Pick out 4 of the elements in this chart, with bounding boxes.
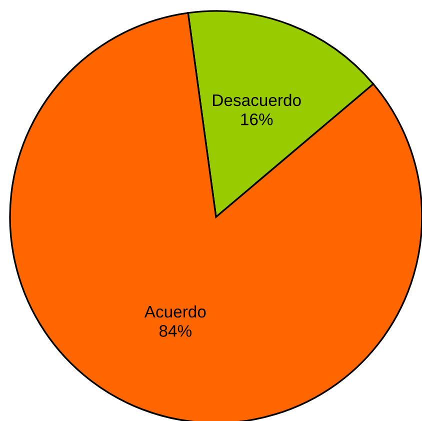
data-label: 16% (241, 113, 273, 126)
data-label: 84% (159, 325, 192, 337)
slice-label: Acuerdo (144, 305, 206, 318)
slice-label: Desacuerdo (213, 94, 301, 106)
